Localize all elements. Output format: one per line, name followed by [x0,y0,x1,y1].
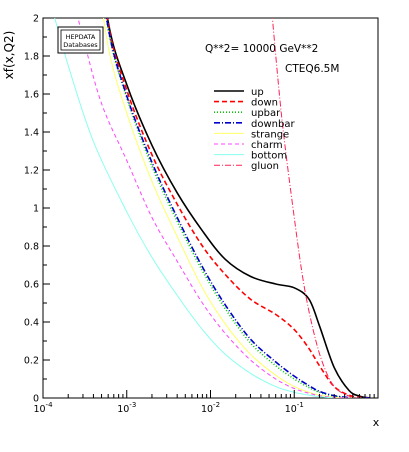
hepdata-logo: HEPDATA Databases [57,26,104,54]
x-tick-label: 10-4 [33,401,53,415]
x-tick-exponent: -2 [213,401,220,409]
y-tick-label: 0.6 [24,280,39,291]
legend-label-bottom: bottom [251,151,287,162]
logo-line-2: Databases [63,41,98,49]
y-tick-label: 1 [33,204,39,215]
y-tick-label: 1.4 [24,128,39,139]
legend-label-strange: strange [251,129,289,140]
series-line-upbar [105,18,370,398]
y-tick-label: 1.6 [24,90,39,101]
pdf-set-label: CTEQ6.5M [285,63,339,75]
y-tick-label: 0.4 [24,318,39,329]
x-tick-base: 10 [117,404,129,415]
x-tick-base: 10 [285,404,297,415]
x-tick-base: 10 [33,404,45,415]
y-tick-label: 0.8 [24,242,39,253]
y-tick-label: 0.2 [24,356,39,367]
series-line-bottom [54,18,335,398]
legend-label-up: up [251,87,264,98]
y-tick-label: 1.2 [24,166,39,177]
y-axis-label: xf(x,Q2) [2,31,16,80]
x-axis-label: x [373,416,380,429]
series-line-down [106,18,370,398]
series-line-strange [102,18,360,398]
legend-label-down: down [251,98,278,109]
legend-label-charm: charm [251,140,283,151]
legend-label-upbar: upbar [251,108,281,119]
series-line-gluon [271,18,360,398]
y-tick-label: 2 [33,14,39,25]
series-line-downbar [105,18,370,398]
y-tick-label: 0 [33,394,39,405]
logo-line-1: HEPDATA [66,33,96,41]
y-tick-label: 1.8 [24,52,39,63]
legend: updownupbardownbarstrangecharmbottomgluo… [214,87,295,172]
x-tick-label: 10-3 [117,401,136,415]
legend-label-gluon: gluon [251,161,279,172]
x-tick-exponent: -4 [46,401,54,409]
x-tick-exponent: -1 [297,401,304,409]
series-line-charm [77,18,349,398]
x-tick-label: 10-1 [285,401,304,415]
q2-annotation: Q**2= 10000 GeV**2 [205,43,318,55]
legend-label-downbar: downbar [251,119,295,130]
series-line-up [106,18,371,398]
x-tick-exponent: -3 [129,401,136,409]
x-tick-label: 10-2 [201,401,220,415]
x-tick-base: 10 [201,404,213,415]
